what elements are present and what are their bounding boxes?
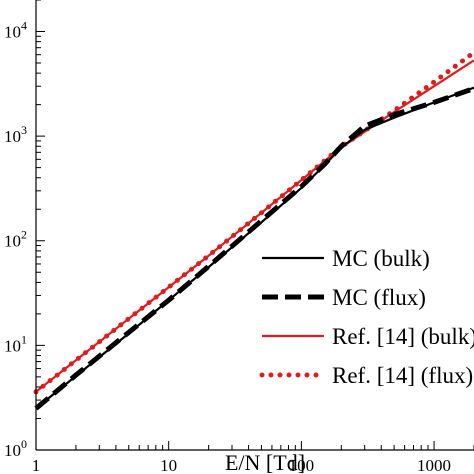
series-line-mc-flux bbox=[34, 86, 474, 411]
x-tick-label: 10 bbox=[160, 456, 177, 474]
y-tick-label: 104 bbox=[4, 18, 27, 41]
series-layer bbox=[33, 50, 474, 411]
x-axis-label: E/N [Td] bbox=[225, 450, 305, 474]
x-tick-label: 1000 bbox=[417, 456, 451, 474]
series-line-ref-14-flux bbox=[33, 50, 474, 395]
y-tick-label: 102 bbox=[4, 228, 27, 251]
x-tick-label: 100 bbox=[289, 456, 315, 474]
legend-label-ref-14-bulk: Ref. [14] (bulk) bbox=[332, 324, 474, 349]
y-tick-label: 103 bbox=[4, 123, 27, 146]
legend-label-ref-14-flux: Ref. [14] (flux) bbox=[332, 363, 473, 388]
legend: MC (bulk) MC (flux) Ref. [14] (bulk) Ref. [… bbox=[259, 246, 474, 388]
y-tick-label: 100 bbox=[4, 437, 27, 460]
legend-label-mc-bulk: MC (bulk) bbox=[332, 246, 430, 271]
y-tick-label: 101 bbox=[4, 332, 27, 355]
axes-layer: 1 10 100 1000 100 101 102 103 104 bbox=[4, 0, 474, 474]
x-tick-label: 1 bbox=[32, 456, 41, 474]
legend-label-mc-flux: MC (flux) bbox=[332, 285, 426, 310]
